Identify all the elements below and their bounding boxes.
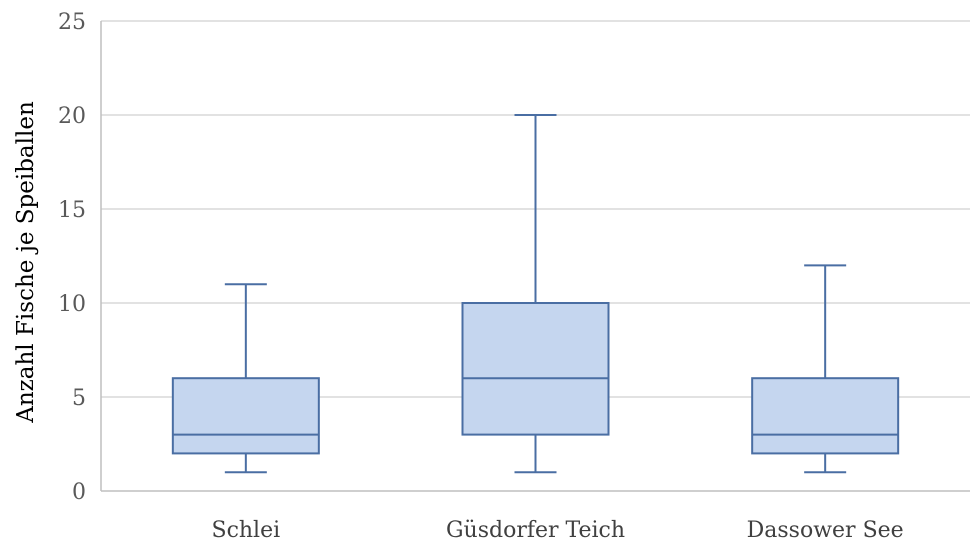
y-tick-label-20: 20 — [58, 104, 86, 129]
x-category-label-1: Schlei — [212, 518, 281, 542]
x-category-label-2: Güsdorfer Teich — [446, 518, 625, 542]
y-tick-label-0: 0 — [72, 480, 86, 505]
box-1-iqr-box — [171, 377, 320, 455]
box-layer — [171, 114, 900, 474]
y-tick-label-10: 10 — [58, 292, 86, 317]
y-tick-label-25: 25 — [58, 10, 86, 35]
x-category-label-3: Dassower See — [747, 518, 904, 542]
label-layer: 0 5 10 15 20 25 Schlei Güsdorfer Teich Dassower … — [58, 10, 904, 542]
y-tick-label-15: 15 — [58, 198, 86, 223]
box-2-iqr-box — [461, 302, 610, 436]
axis-layer — [100, 21, 970, 492]
box-3 — [751, 264, 900, 474]
box-1 — [171, 283, 320, 474]
y-tick-label-5: 5 — [72, 386, 86, 411]
y-axis-title: Anzahl Fische je Speiballen — [13, 101, 39, 424]
box-2 — [461, 114, 610, 474]
box-3-iqr-box — [751, 377, 900, 455]
